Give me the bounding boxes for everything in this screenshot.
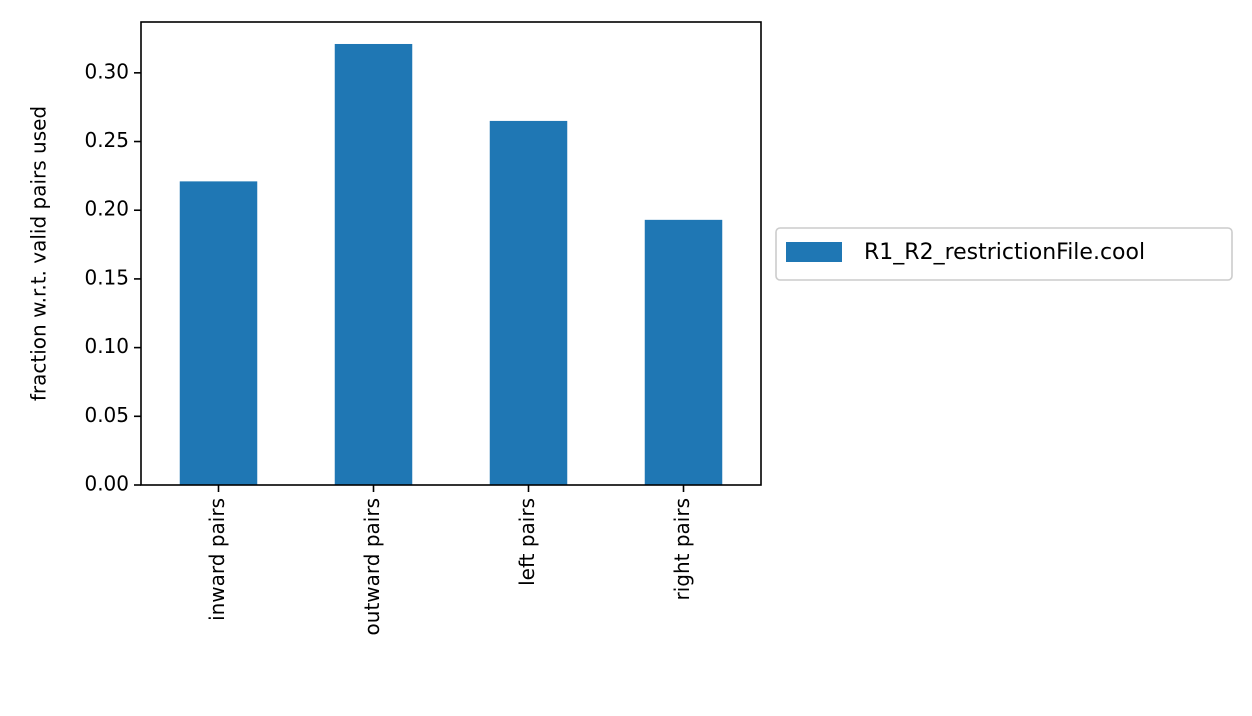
- bar-inward-pairs: [179, 181, 258, 486]
- y-tick-label: 0.10: [84, 334, 129, 358]
- y-tick-label: 0.20: [84, 197, 129, 221]
- x-tick-label: left pairs: [515, 498, 539, 586]
- bar-left-pairs: [489, 120, 568, 485]
- y-tick-label: 0.30: [84, 59, 129, 83]
- legend: R1_R2_restrictionFile.cool: [775, 227, 1233, 281]
- legend-box: [775, 227, 1233, 281]
- bar-outward-pairs: [334, 43, 413, 485]
- plot-frame: [140, 21, 762, 486]
- x-tick-label: outward pairs: [360, 498, 384, 635]
- bar-right-pairs: [644, 219, 723, 485]
- y-tick-label: 0.25: [84, 128, 129, 152]
- legend-label: R1_R2_restrictionFile.cool: [864, 240, 1145, 265]
- x-axis: inward pairs outward pairs left pairs right…: [205, 485, 694, 635]
- y-axis-title: fraction w.r.t. valid pairs used: [27, 106, 51, 401]
- bars-group: [179, 43, 723, 486]
- x-tick-label: right pairs: [670, 498, 694, 601]
- y-axis: 0.00 0.05 0.10 0.15 0.20 0.25 0.30: [84, 59, 141, 496]
- legend-swatch: [786, 242, 842, 262]
- y-tick-label: 0.15: [84, 265, 129, 289]
- y-tick-label: 0.05: [84, 403, 129, 427]
- x-tick-label: inward pairs: [205, 498, 229, 621]
- y-tick-label: 0.00: [84, 472, 129, 496]
